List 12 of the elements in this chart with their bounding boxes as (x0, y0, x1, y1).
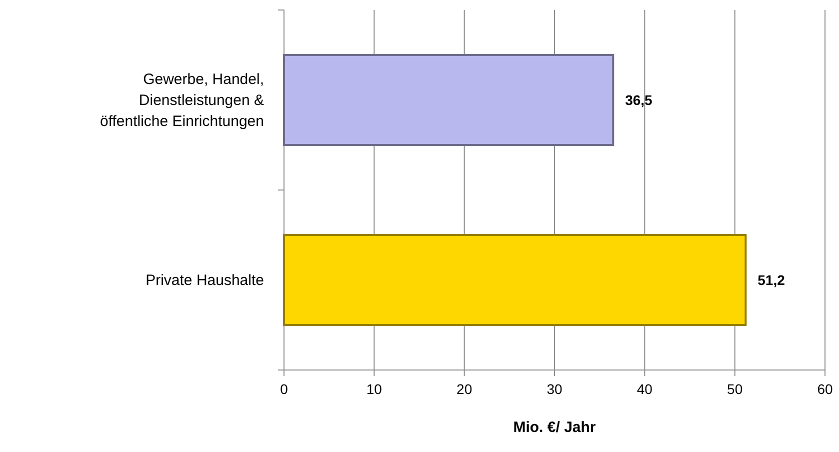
x-tick-label: 10 (366, 381, 382, 397)
x-tick-label: 50 (727, 381, 743, 397)
x-tick-label: 30 (546, 381, 562, 397)
data-label: 51,2 (758, 272, 786, 288)
x-tick-label: 20 (456, 381, 472, 397)
x-axis-title: Mio. €/ Jahr (513, 419, 596, 436)
x-tick-label: 0 (280, 381, 288, 397)
y-tick-label: Gewerbe, Handel, Dienstleistungen & öffentliche Einrichtungen (100, 71, 264, 130)
x-tick-label: 40 (636, 381, 653, 397)
x-tick-label: 60 (817, 381, 833, 397)
data-label: 36,5 (625, 92, 653, 108)
y-tick-label: Private Haushalte (146, 272, 264, 289)
